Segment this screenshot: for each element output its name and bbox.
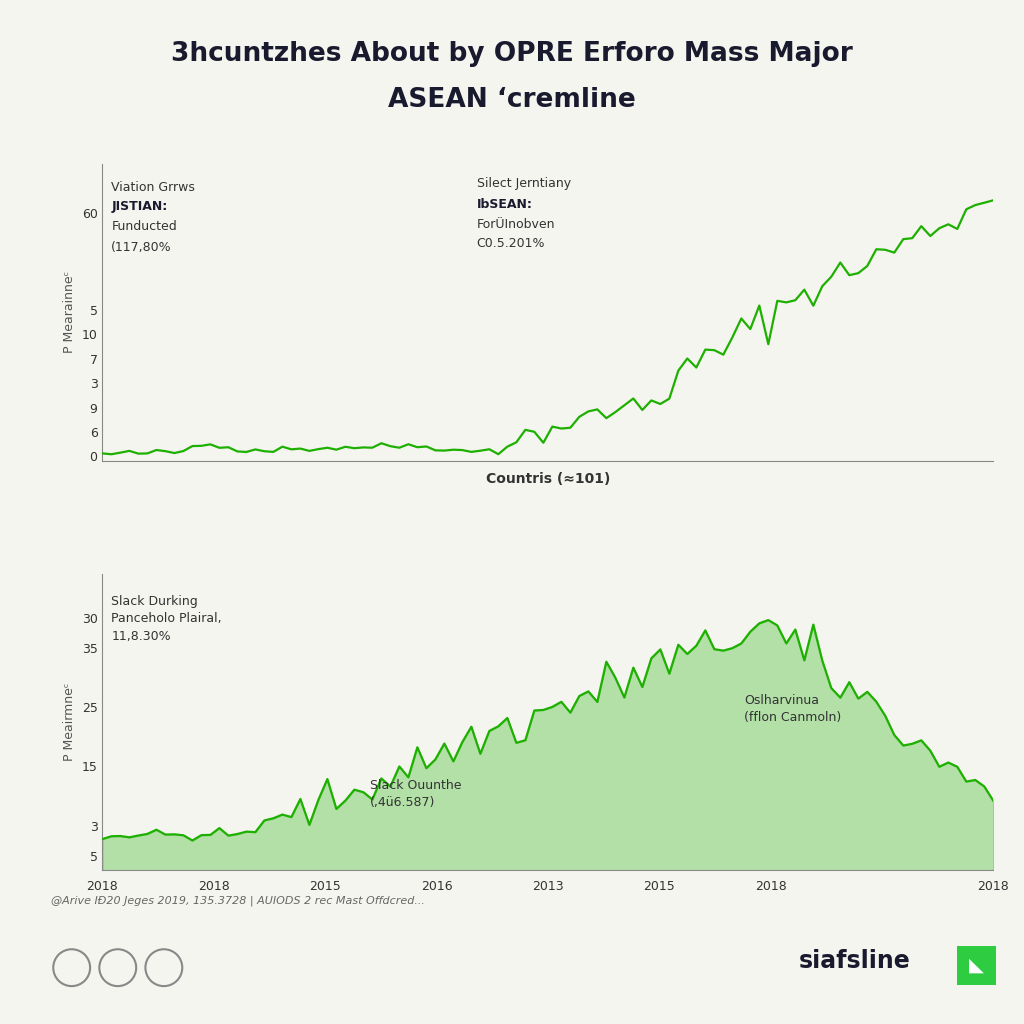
Text: JISTIAN:: JISTIAN: [112, 201, 168, 213]
Text: (fflon Canmoln): (fflon Canmoln) [743, 712, 841, 724]
Text: Slack Durking: Slack Durking [112, 595, 198, 607]
Text: @Arive IÐ20 Jeges 2019, 135.3728 | AUIODS 2 rec Mast Offdcred...: @Arive IÐ20 Jeges 2019, 135.3728 | AUIOD… [51, 896, 425, 906]
Text: Slack Ouunthe: Slack Ouunthe [370, 778, 461, 792]
Text: (117,80%: (117,80% [112, 242, 172, 254]
Text: C0.5.201%: C0.5.201% [476, 237, 545, 250]
Y-axis label: P Mearainneᶜ: P Mearainneᶜ [63, 271, 76, 353]
Text: 11,8.30%: 11,8.30% [112, 630, 171, 643]
Y-axis label: P Meairmneᶜ: P Meairmneᶜ [63, 683, 76, 761]
Text: (,4ü6.587): (,4ü6.587) [370, 797, 435, 809]
Text: ◣: ◣ [970, 956, 984, 975]
Text: siafsline: siafsline [799, 948, 910, 973]
Text: Viation Grrws: Viation Grrws [112, 181, 196, 195]
Text: ASEAN ‘cremline: ASEAN ‘cremline [388, 87, 636, 113]
Text: Oslharvinua: Oslharvinua [743, 693, 819, 707]
Text: Panceholo Plairal,: Panceholo Plairal, [112, 612, 222, 626]
X-axis label: Countris (≈101): Countris (≈101) [485, 472, 610, 485]
Text: IbSEAN:: IbSEAN: [476, 199, 532, 211]
Text: ForÜInobven: ForÜInobven [476, 218, 555, 230]
Text: Silect Jerntiany: Silect Jerntiany [476, 177, 570, 189]
Text: Funducted: Funducted [112, 220, 177, 232]
Text: 3hcuntzhes About by OPRE Erforo Mass Major: 3hcuntzhes About by OPRE Erforo Mass Maj… [171, 41, 853, 67]
